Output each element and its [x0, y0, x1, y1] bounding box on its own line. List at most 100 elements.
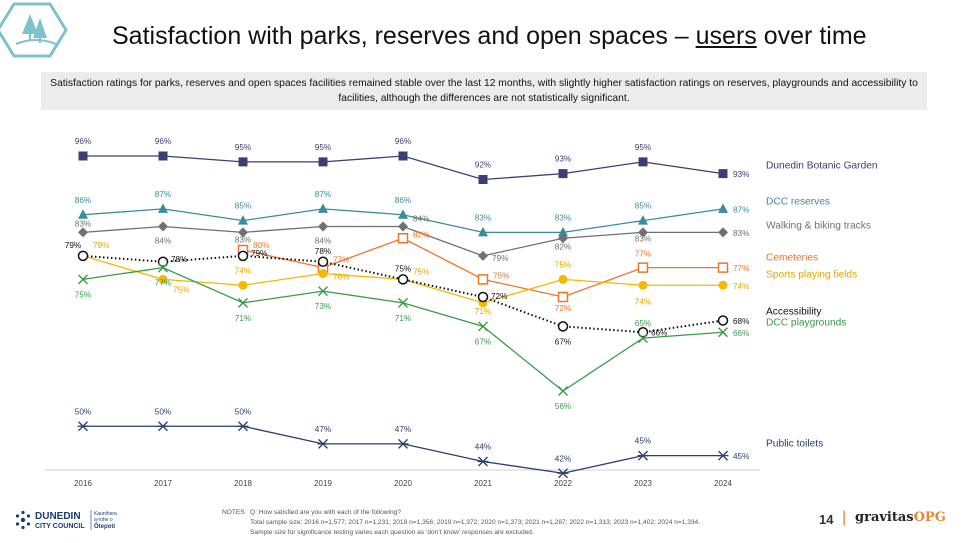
data-label-public-toilets-2020: 47%	[395, 425, 411, 434]
point-public-toilets-2019	[317, 438, 329, 449]
summary-banner: Satisfaction ratings for parks, reserves…	[41, 72, 927, 110]
dunedin-city-council-logo: DUNEDIN CITY COUNCIL Kaunihera a-rohe o …	[15, 510, 117, 530]
data-label-dcc-playgrounds-2023: 65%	[635, 319, 651, 328]
data-label-dunedin-botanic-garden-2020: 96%	[395, 137, 411, 146]
point-dcc-playgrounds-2019	[318, 286, 328, 297]
data-label-walking-biking-tracks-2023: 83%	[635, 234, 651, 243]
data-label-public-toilets-2019: 47%	[315, 425, 331, 434]
page-title: Satisfaction with parks, reserves and op…	[112, 22, 867, 51]
x-tick-label-2018: 2018	[234, 479, 252, 488]
legend-public-toilets: Public toilets	[766, 439, 823, 450]
notes-label: NOTES	[222, 509, 245, 516]
data-label-cemeteries-2020: 82%	[413, 230, 429, 239]
point-accessibility-2022	[557, 321, 569, 332]
data-label-dunedin-botanic-garden-2022: 93%	[555, 155, 571, 164]
point-cemeteries-2021	[477, 274, 489, 285]
point-accessibility-2016	[77, 250, 89, 262]
data-label-accessibility-2018: 79%	[251, 249, 267, 258]
data-label-dcc-playgrounds-2021: 67%	[475, 337, 491, 346]
data-label-public-toilets-2022: 42%	[555, 454, 571, 463]
point-dcc-reserves-2021	[478, 226, 488, 237]
data-label-public-toilets-2021: 44%	[475, 443, 491, 452]
point-dcc-reserves-2018	[238, 215, 248, 225]
point-accessibility-2017	[157, 256, 169, 267]
org-name-line2: CITY COUNCIL	[35, 523, 85, 530]
data-label-cemeteries-2022: 72%	[555, 304, 571, 313]
point-dunedin-botanic-garden-2024	[718, 169, 728, 179]
point-public-toilets-2021	[477, 456, 489, 467]
point-walking-biking-tracks-2016	[78, 227, 88, 238]
point-dcc-reserves-2022	[558, 226, 568, 237]
data-label-dunedin-botanic-garden-2021: 92%	[475, 161, 491, 170]
data-label-public-toilets-2023: 45%	[635, 437, 651, 446]
point-dunedin-botanic-garden-2023	[638, 157, 648, 167]
point-accessibility-2021	[477, 291, 489, 303]
x-tick-label-2019: 2019	[314, 479, 332, 488]
point-public-toilets-2024	[717, 450, 729, 461]
point-dcc-playgrounds-2017	[158, 262, 168, 273]
data-label-dunedin-botanic-garden-2024: 93%	[733, 170, 749, 179]
data-label-sports-playing-fields-2023: 74%	[635, 297, 651, 306]
point-dunedin-botanic-garden-2019	[318, 157, 328, 167]
point-walking-biking-tracks-2020	[398, 221, 408, 232]
data-label-accessibility-2022: 67%	[555, 337, 571, 346]
data-label-dunedin-botanic-garden-2017: 96%	[155, 137, 171, 146]
page-number: 14	[819, 512, 834, 527]
brand-logo: gravitasOPG	[855, 510, 946, 525]
point-dcc-reserves-2024	[718, 203, 728, 213]
point-dunedin-botanic-garden-2018	[238, 157, 248, 167]
point-public-toilets-2020	[397, 438, 409, 449]
point-public-toilets-2022	[557, 468, 569, 479]
point-dunedin-botanic-garden-2020	[398, 151, 408, 161]
brand-name: gravitas	[855, 510, 914, 525]
point-accessibility-2018	[237, 250, 249, 262]
point-sports-playing-fields-2019	[318, 269, 328, 278]
maori-name-line3: Ōtepoti	[94, 523, 115, 530]
point-accessibility-2023	[637, 327, 649, 338]
data-label-dcc-reserves-2016: 86%	[75, 196, 91, 205]
point-sports-playing-fields-2024	[718, 280, 728, 290]
point-sports-playing-fields-2017	[158, 274, 168, 284]
point-dcc-playgrounds-2023	[638, 333, 648, 344]
data-label-sports-playing-fields-2018: 74%	[235, 266, 251, 275]
divider: |	[842, 509, 847, 526]
legend-dcc-playgrounds: DCC playgrounds	[766, 318, 846, 329]
data-label-walking-biking-tracks-2016: 83%	[75, 219, 91, 228]
data-label-sports-playing-fields-2024: 74%	[733, 282, 749, 291]
legend-sports-playing-fields: Sports playing fields	[766, 270, 857, 281]
x-tick-label-2022: 2022	[554, 479, 572, 488]
point-dunedin-botanic-garden-2017	[158, 151, 168, 161]
legend-accessibility: Accessibility	[766, 307, 822, 318]
data-label-public-toilets-2016: 50%	[75, 407, 91, 416]
x-tick-label-2024: 2024	[714, 479, 732, 488]
data-label-sports-playing-fields-2022: 75%	[555, 260, 571, 269]
data-label-public-toilets-2024: 45%	[733, 452, 749, 461]
x-tick-label-2016: 2016	[74, 479, 92, 488]
point-cemeteries-2024	[717, 262, 729, 273]
data-label-sports-playing-fields-2016: 79%	[93, 241, 109, 250]
data-label-dcc-playgrounds-2024: 66%	[733, 329, 749, 338]
point-dcc-playgrounds-2018	[238, 297, 248, 308]
data-label-public-toilets-2017: 50%	[155, 407, 171, 416]
notes-line-sample: Total sample size: 2016 n=1,577; 2017 n=…	[250, 519, 701, 526]
data-label-accessibility-2021: 72%	[491, 292, 507, 301]
maori-name-line2: a-rohe o	[94, 517, 113, 523]
data-label-dcc-reserves-2023: 85%	[635, 202, 651, 211]
point-accessibility-2024	[717, 315, 729, 326]
data-label-dcc-playgrounds-2016: 75%	[75, 290, 91, 299]
point-dcc-playgrounds-2021	[478, 321, 488, 332]
parks-logo-icon	[0, 2, 68, 58]
data-label-walking-biking-tracks-2019: 84%	[315, 237, 331, 246]
point-dcc-reserves-2023	[638, 215, 648, 225]
point-cemeteries-2022	[557, 291, 569, 303]
point-walking-biking-tracks-2021	[478, 250, 488, 261]
legend-dunedin-botanic-garden: Dunedin Botanic Garden	[766, 161, 878, 172]
point-walking-biking-tracks-2017	[158, 221, 168, 232]
legend-dcc-reserves: DCC reserves	[766, 197, 830, 208]
point-dcc-playgrounds-2016	[78, 274, 88, 285]
point-walking-biking-tracks-2018	[238, 227, 248, 238]
maori-name-line1: Kaunihera	[94, 511, 117, 517]
data-label-dcc-reserves-2021: 83%	[475, 213, 491, 222]
data-label-sports-playing-fields-2017: 75%	[173, 285, 189, 294]
data-label-accessibility-2024: 68%	[733, 317, 749, 326]
